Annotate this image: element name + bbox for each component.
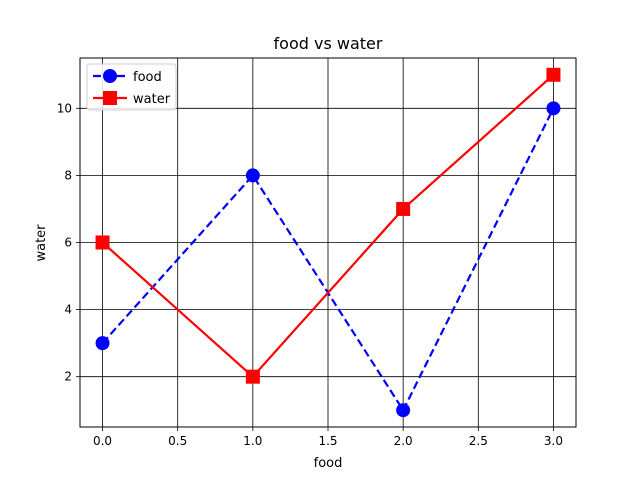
data-point-water (546, 67, 561, 82)
y-tick-label: 8 (64, 168, 72, 182)
legend: food water (86, 63, 177, 111)
data-point-water (396, 201, 411, 216)
y-axis-ticks: 2 4 6 8 10 (57, 101, 80, 384)
x-tick-label: 1.5 (318, 434, 337, 448)
x-tick-label: 2.5 (469, 434, 488, 448)
series-layer (95, 67, 561, 418)
x-tick-label: 0.0 (93, 434, 112, 448)
x-tick-label: 0.5 (168, 434, 187, 448)
y-tick-label: 10 (57, 101, 72, 115)
y-axis-label: water (34, 224, 49, 262)
data-point-food (95, 336, 110, 351)
data-point-food-legend (103, 69, 117, 83)
x-axis-ticks: 0.0 0.5 1.0 1.5 2.0 2.5 3.0 (93, 427, 563, 448)
data-point-food (396, 403, 411, 418)
x-axis-label: food (314, 456, 343, 471)
data-point-water (95, 235, 110, 250)
grid (80, 58, 576, 427)
data-point-food (245, 168, 260, 183)
legend-label-food: food (133, 70, 162, 85)
data-point-food (546, 101, 561, 116)
data-point-water-legend (103, 91, 117, 105)
x-tick-label: 1.0 (243, 434, 262, 448)
y-tick-label: 6 (64, 236, 72, 250)
x-tick-label: 3.0 (544, 434, 563, 448)
legend-label-water: water (133, 92, 171, 107)
data-point-water (245, 369, 260, 384)
y-tick-label: 4 (64, 303, 72, 317)
series-line-water (101, 73, 555, 378)
y-tick-label: 2 (64, 370, 72, 384)
chart-title: food vs water (274, 34, 383, 53)
x-tick-label: 2.0 (394, 434, 413, 448)
